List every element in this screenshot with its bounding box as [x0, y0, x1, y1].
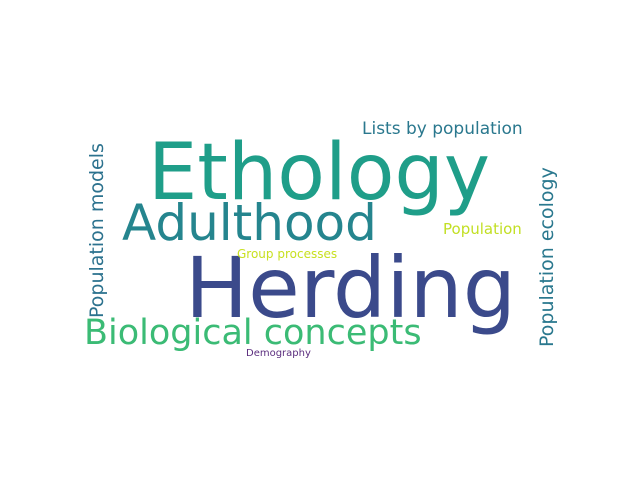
word-ethology: Ethology — [148, 128, 491, 218]
word-herding: Herding — [185, 239, 517, 337]
word-population-models: Population models — [86, 143, 108, 318]
word-adulthood: Adulthood — [122, 194, 377, 252]
word-group-processes: Group processes — [237, 247, 338, 261]
word-lists-by-population: Lists by population — [362, 119, 523, 139]
word-demography: Demography — [246, 348, 311, 359]
word-population-ecology: Population ecology — [536, 167, 558, 347]
word-population: Population — [443, 220, 522, 238]
word-biological-concepts: Biological concepts — [84, 313, 422, 353]
